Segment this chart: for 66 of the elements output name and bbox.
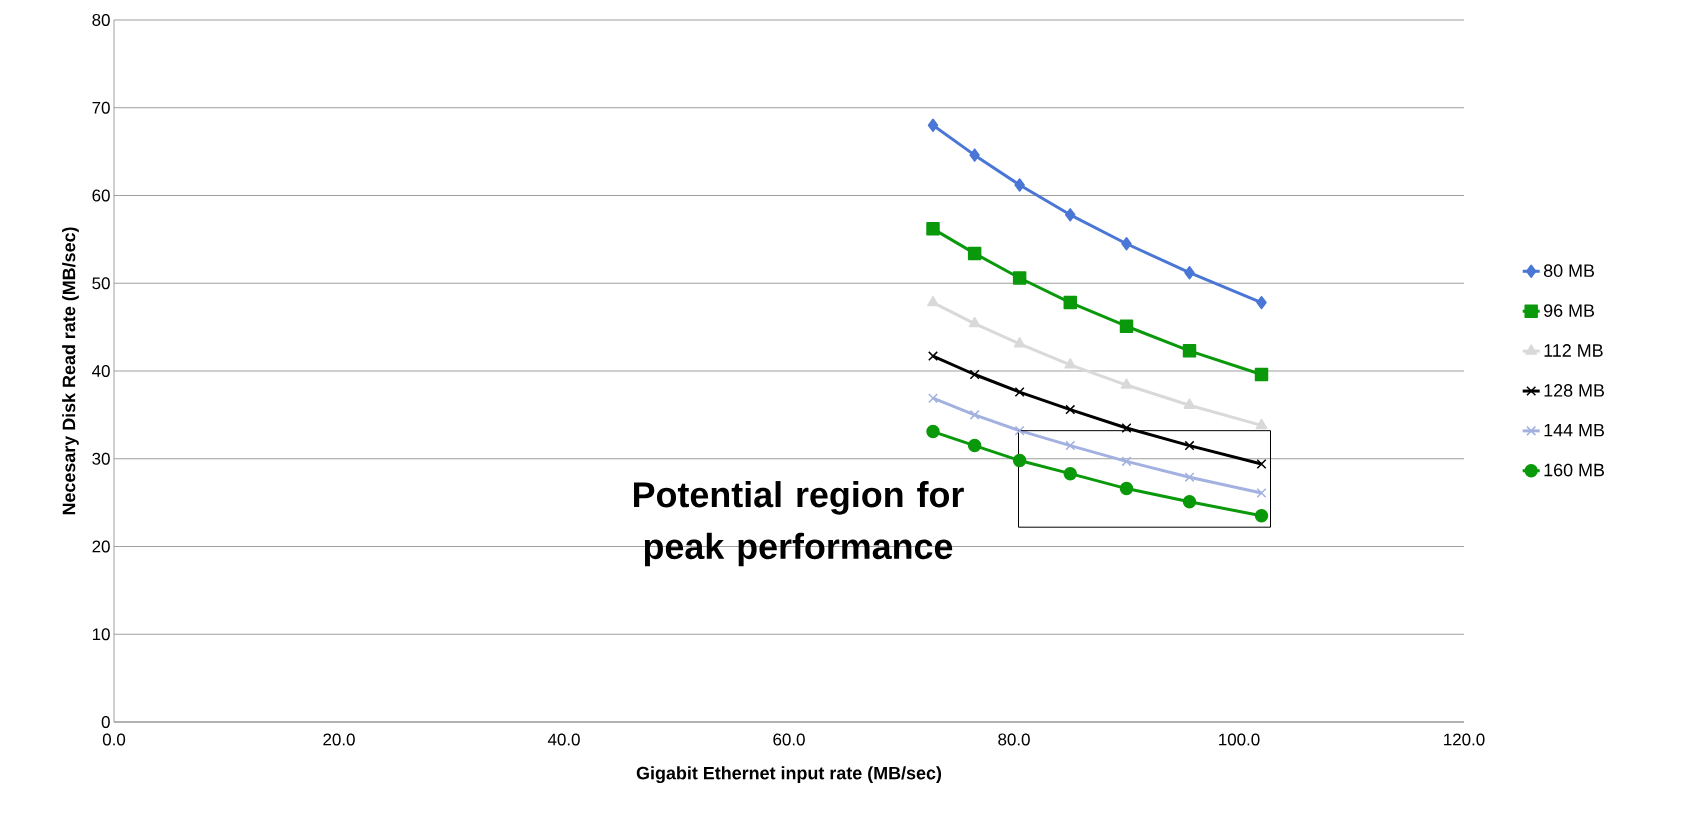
point <box>1184 440 1195 451</box>
y-tick-label: 40 <box>92 365 110 377</box>
point <box>1119 319 1134 333</box>
x-tick-label: 80.0 <box>998 733 1030 746</box>
y-tick-label: 30 <box>92 452 110 465</box>
point <box>1064 358 1077 369</box>
y-tick-label: 60 <box>92 189 110 202</box>
x-tick-label: 100.0 <box>1219 733 1260 746</box>
y-tick-label: 70 <box>92 101 110 114</box>
point <box>1255 418 1268 430</box>
x-tick-label: 20.0 <box>323 733 355 746</box>
point <box>1063 466 1077 481</box>
point <box>1119 481 1134 496</box>
annotation: Potential region for peak performance <box>634 481 964 567</box>
point <box>926 424 940 439</box>
point <box>1182 495 1197 509</box>
y-tick-label: 0 <box>101 716 110 728</box>
point <box>1063 295 1077 310</box>
point <box>1121 237 1132 251</box>
point <box>927 118 939 133</box>
point <box>927 295 939 307</box>
point <box>967 246 982 261</box>
y-tick-label: 80 <box>92 14 110 26</box>
point <box>1254 509 1269 523</box>
point <box>967 438 982 453</box>
legend-label: 112 MB <box>1544 344 1603 357</box>
point <box>1256 487 1267 498</box>
legend-label: 128 MB <box>1544 384 1605 397</box>
x-tick-label: 0.0 <box>102 733 126 746</box>
point <box>969 369 980 380</box>
point <box>928 393 938 404</box>
point <box>1013 337 1026 348</box>
y-tick-label: 50 <box>92 277 110 290</box>
point <box>1182 344 1197 358</box>
point <box>1183 398 1196 409</box>
x-axis-title: Gigabit Ethernet input rate (MB/sec) <box>636 766 942 784</box>
point <box>1256 459 1267 469</box>
point <box>1256 295 1267 310</box>
point <box>1014 425 1025 436</box>
point <box>1012 453 1027 468</box>
point <box>1121 423 1132 434</box>
point <box>1012 271 1027 285</box>
legend-label: 80 MB <box>1543 264 1595 277</box>
point <box>969 148 980 162</box>
legend-label: 144 MB <box>1544 423 1605 437</box>
x-tick-label: 60.0 <box>773 733 805 746</box>
point <box>1065 440 1076 451</box>
point <box>1065 404 1076 415</box>
point <box>1184 472 1195 483</box>
x-tick-label: 40.0 <box>547 733 580 746</box>
point <box>969 409 980 420</box>
y-tick-label: 10 <box>92 628 110 641</box>
point <box>1254 367 1269 382</box>
x-tick-label: 120.0 <box>1444 733 1485 746</box>
point <box>1065 208 1076 222</box>
point <box>926 222 940 236</box>
point <box>1120 378 1133 389</box>
point <box>1014 387 1025 398</box>
legend-label: 160 MB <box>1544 463 1605 477</box>
point <box>1184 265 1195 280</box>
point <box>1014 178 1025 192</box>
point <box>928 351 938 362</box>
point <box>1121 456 1132 467</box>
y-axis-title: Necesary Disk Read rate (MB/sec) <box>62 227 79 515</box>
legend-label: 96 MB <box>1544 304 1595 317</box>
y-tick-label: 20 <box>92 540 110 553</box>
